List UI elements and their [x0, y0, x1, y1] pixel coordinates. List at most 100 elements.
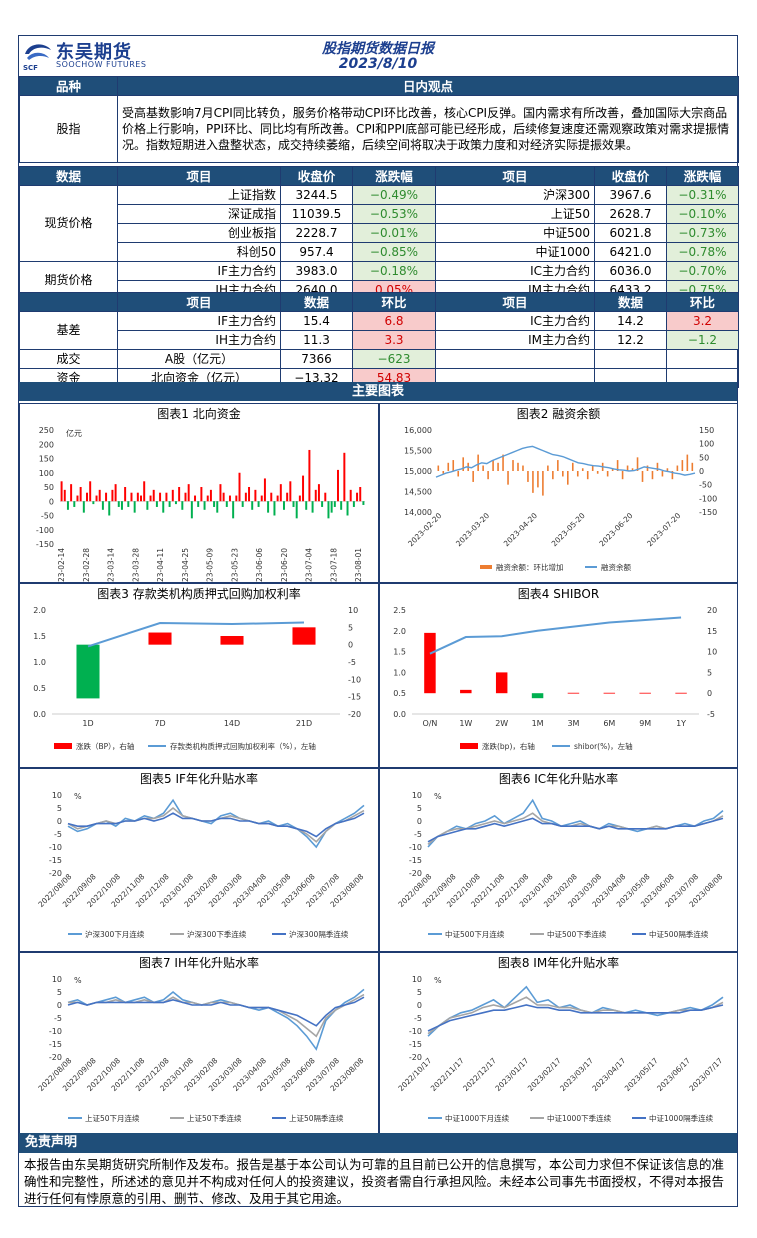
bar	[641, 471, 644, 482]
legend-label: 中证500下季连续	[547, 929, 607, 939]
bar	[263, 478, 266, 502]
bar	[98, 489, 101, 502]
tick-label: -15	[409, 856, 422, 865]
tick-label: 16,000	[404, 426, 432, 435]
tick-label: 0	[417, 817, 422, 826]
table-cell: 3983.0	[280, 261, 353, 281]
legend-label: 沪深300隔季连续	[289, 929, 349, 939]
legend-label: 中证1000隔季连续	[649, 1113, 714, 1123]
series-line	[427, 1004, 724, 1032]
disclaimer-title: 免责声明	[19, 1133, 737, 1153]
bar	[591, 465, 594, 471]
tick-label: 0.0	[393, 710, 406, 719]
table-cell: IM主力合约	[435, 330, 595, 350]
bar	[522, 465, 524, 471]
table-cell	[594, 349, 667, 369]
chart-title: 图表7 IH年化升贴水率	[138, 956, 259, 970]
x-tick-label: 2023/01/17	[493, 1056, 530, 1093]
bar	[86, 492, 88, 502]
bar	[349, 489, 352, 502]
chart-svg: 1050-5-10-15-20%2022/08/082022/09/082022…	[36, 975, 365, 1123]
table-cell: 14.2	[594, 311, 667, 331]
bar	[220, 636, 244, 645]
bar	[452, 460, 455, 471]
x-tick-label: 2023-05-20	[550, 511, 587, 548]
bar	[279, 484, 282, 502]
col-data-2: 数据	[594, 292, 667, 312]
tick-label: -10	[49, 1027, 62, 1036]
tick-label: -5	[414, 1014, 422, 1023]
tick-label: -100	[699, 494, 717, 503]
x-tick-label: 2023/05/17	[623, 1056, 660, 1093]
x-tick-label: 2022/12/17	[461, 1056, 498, 1093]
tick-label: 10	[412, 791, 422, 800]
tick-label: 1.5	[393, 648, 406, 657]
legend-label: 中证500隔季连续	[649, 929, 709, 939]
tick-label: 10	[707, 648, 717, 657]
table-cell: 6036.0	[594, 261, 667, 281]
table-cell: −0.70%	[666, 261, 739, 281]
tick-label: -50	[699, 481, 712, 490]
axis-unit-label: 亿元	[66, 428, 82, 438]
tick-label: 5	[57, 804, 62, 813]
x-tick-label: 14D	[224, 719, 240, 728]
bar	[136, 492, 139, 502]
bar	[152, 489, 155, 502]
chart-svg: 16,000 15,500 15,000 14,500 14,000 150 100 50 0 -…	[404, 426, 717, 572]
x-tick-label: O/N	[422, 719, 437, 728]
x-tick-label: 2023-06-20	[280, 548, 289, 582]
bar	[171, 489, 174, 502]
x-tick-label: 2023-03-28	[131, 548, 140, 582]
table-cell: −0.73%	[666, 223, 739, 243]
col-data: 数据	[19, 166, 118, 186]
x-tick-label: 3M	[567, 719, 579, 728]
chart-7: 图表7 IH年化升贴水率 10 5 0 -5 -10 -15 -20% 2022/08/08 20…	[19, 952, 379, 1136]
bar	[356, 492, 359, 502]
table-cell: 3967.6	[594, 185, 667, 205]
table-row: 科创50 957.4 −0.85% 中证1000 6421.0 −0.78%	[20, 242, 739, 262]
bar	[174, 501, 177, 505]
bar	[656, 462, 659, 471]
table-cell: 中证500	[435, 223, 595, 243]
table-cell: −0.01%	[352, 223, 436, 243]
bar	[531, 693, 544, 699]
table-row: 现货价格 上证指数 3244.5 −0.49% 沪深300 3967.6 −0.…	[19, 185, 739, 262]
bar	[671, 471, 674, 480]
tick-label: 2.0	[393, 627, 406, 636]
table-row: 成交 A股（亿元） 7366 −623	[19, 349, 739, 369]
logo-scf-text: SCF	[23, 64, 38, 72]
tick-label: 5	[417, 804, 422, 813]
series-line	[67, 996, 365, 1027]
bar	[76, 495, 79, 502]
bar	[606, 471, 609, 477]
x-tick-label: 1Y	[676, 719, 686, 728]
bar	[184, 492, 187, 502]
x-tick-label: 2023-07-04	[305, 548, 314, 582]
bar	[337, 469, 339, 502]
legend-swatch	[460, 743, 478, 749]
tick-label: -10	[348, 675, 361, 684]
bar	[225, 501, 228, 507]
bar	[162, 501, 165, 513]
variety-header: 品种	[19, 76, 118, 96]
bar	[477, 454, 479, 471]
table-cell: 2628.7	[594, 204, 667, 224]
legend-label: 融资余额	[601, 562, 631, 572]
x-tick-label: 2W	[495, 719, 508, 728]
bar	[666, 468, 669, 471]
x-tick-label: 2023-06-20	[597, 511, 634, 548]
bar	[362, 501, 365, 505]
x-tick-label: 2023-06-06	[255, 548, 264, 582]
bar	[636, 457, 639, 471]
tick-label: 1.0	[393, 668, 406, 677]
bar	[267, 501, 270, 513]
tick-label: -15	[49, 1040, 62, 1049]
basis-table: 项目 数据 环比 项目 数据 环比 基差 IF主力合约 15.4 6.8 IC主…	[19, 292, 739, 388]
tick-label: 150	[39, 455, 54, 464]
bar	[282, 501, 285, 510]
bar	[124, 487, 127, 502]
x-tick-label: 2022/11/17	[429, 1056, 466, 1093]
bar	[626, 465, 629, 471]
tick-label: 50	[699, 453, 709, 462]
bar	[140, 495, 143, 502]
